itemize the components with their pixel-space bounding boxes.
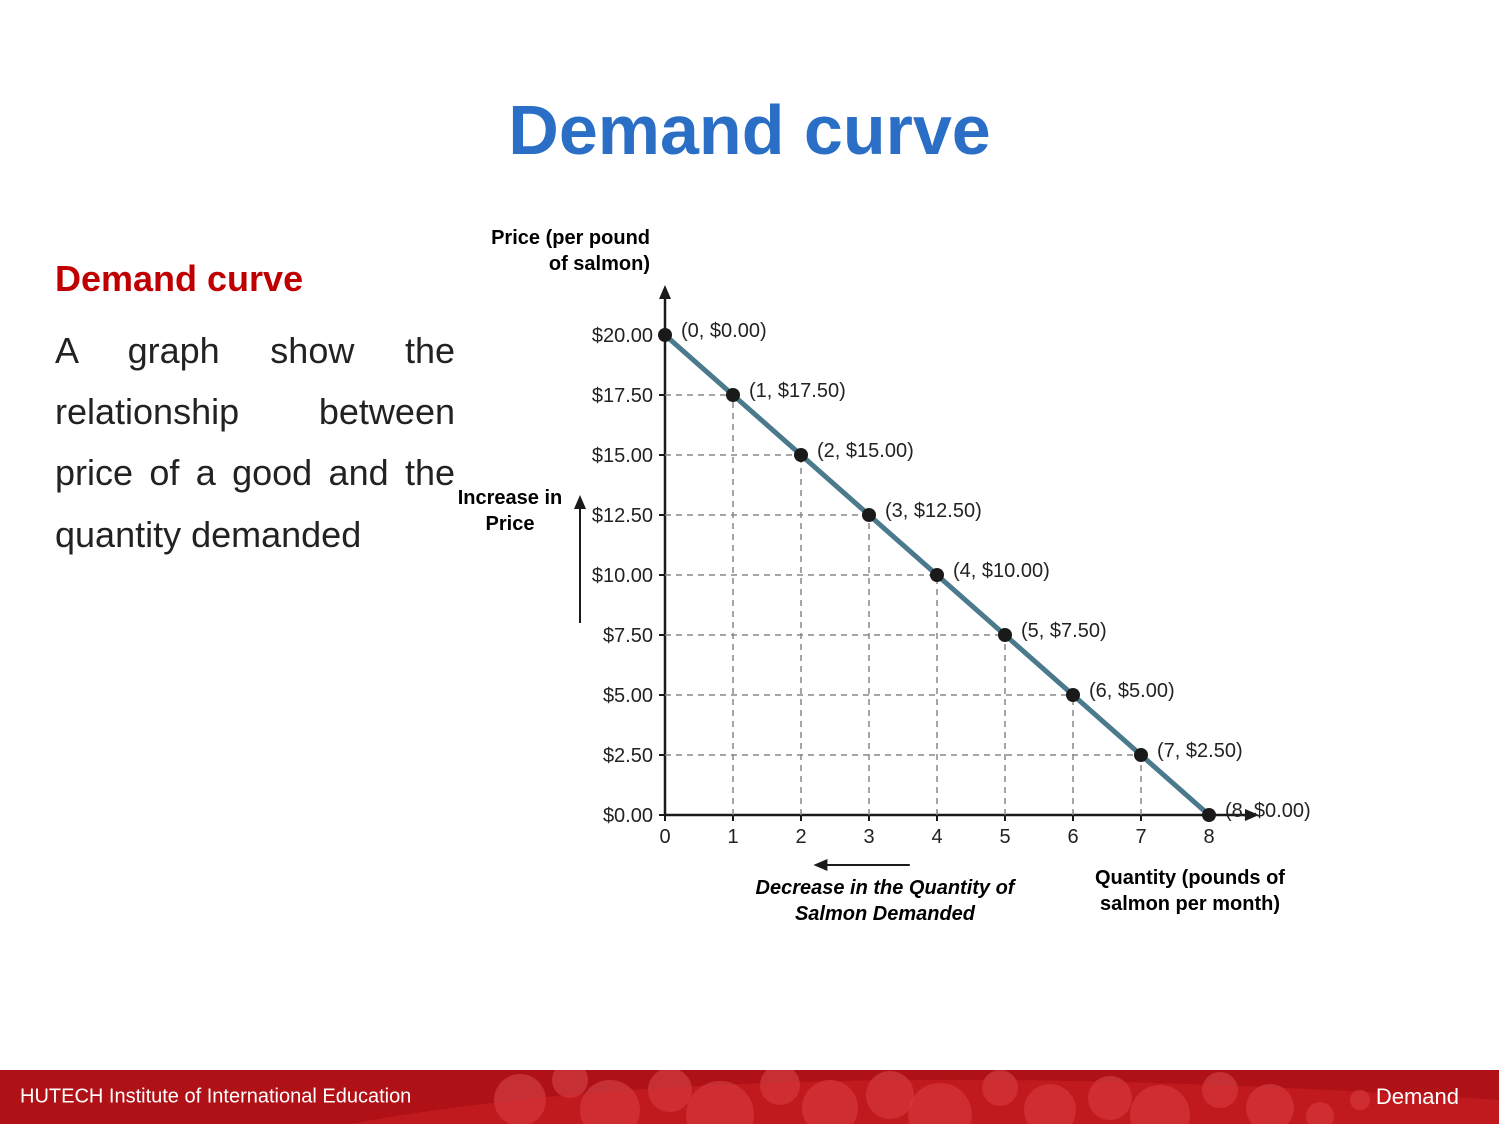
demand-chart: Price (per poundof salmon) Increase inPr… xyxy=(470,225,1430,945)
svg-text:$2.50: $2.50 xyxy=(603,745,653,767)
svg-text:$15.00: $15.00 xyxy=(592,445,653,467)
page-title: Demand curve xyxy=(0,90,1499,170)
footer-right-text: Demand xyxy=(1376,1084,1459,1110)
svg-text:(6, $5.00): (6, $5.00) xyxy=(1089,680,1175,702)
body-text: A graph show the relationship between pr… xyxy=(55,320,455,565)
subheading: Demand curve xyxy=(55,258,455,300)
svg-text:$20.00: $20.00 xyxy=(592,325,653,347)
svg-text:(3, $12.50): (3, $12.50) xyxy=(885,500,982,522)
svg-text:(0, $0.00): (0, $0.00) xyxy=(681,320,767,342)
x-axis-title: Quantity (pounds ofsalmon per month) xyxy=(1070,865,1310,917)
svg-text:3: 3 xyxy=(863,826,874,848)
svg-text:$10.00: $10.00 xyxy=(592,565,653,587)
svg-text:(5, $7.50): (5, $7.50) xyxy=(1021,620,1107,642)
increase-in-price-label: Increase inPrice xyxy=(450,485,570,537)
svg-text:6: 6 xyxy=(1067,826,1078,848)
svg-text:1: 1 xyxy=(727,826,738,848)
svg-text:$12.50: $12.50 xyxy=(592,505,653,527)
svg-text:5: 5 xyxy=(999,826,1010,848)
svg-text:$17.50: $17.50 xyxy=(592,385,653,407)
svg-text:$7.50: $7.50 xyxy=(603,625,653,647)
svg-text:2: 2 xyxy=(795,826,806,848)
y-axis-title: Price (per poundof salmon) xyxy=(490,225,650,277)
svg-text:(4, $10.00): (4, $10.00) xyxy=(953,560,1050,582)
svg-text:8: 8 xyxy=(1203,826,1214,848)
decrease-label: Decrease in the Quantity ofSalmon Demand… xyxy=(725,875,1045,927)
svg-text:(1, $17.50): (1, $17.50) xyxy=(749,380,846,402)
svg-text:(2, $15.00): (2, $15.00) xyxy=(817,440,914,462)
svg-text:(7, $2.50): (7, $2.50) xyxy=(1157,740,1243,762)
svg-text:4: 4 xyxy=(931,826,942,848)
slide: Demand curve Demand curve A graph show t… xyxy=(0,0,1499,1124)
svg-text:$0.00: $0.00 xyxy=(603,805,653,827)
svg-text:0: 0 xyxy=(659,826,670,848)
footer: HUTECH Institute of International Educat… xyxy=(0,1070,1499,1124)
svg-text:$5.00: $5.00 xyxy=(603,685,653,707)
svg-text:(8, $0.00): (8, $0.00) xyxy=(1225,800,1311,822)
left-column: Demand curve A graph show the relationsh… xyxy=(55,258,455,565)
chart-svg: $0.00 $2.50 $5.00 $7.50 $10.00 $12.50 $15.00 $1… xyxy=(470,225,1430,945)
svg-text:7: 7 xyxy=(1135,826,1146,848)
footer-left-text: HUTECH Institute of International Educat… xyxy=(20,1086,411,1109)
